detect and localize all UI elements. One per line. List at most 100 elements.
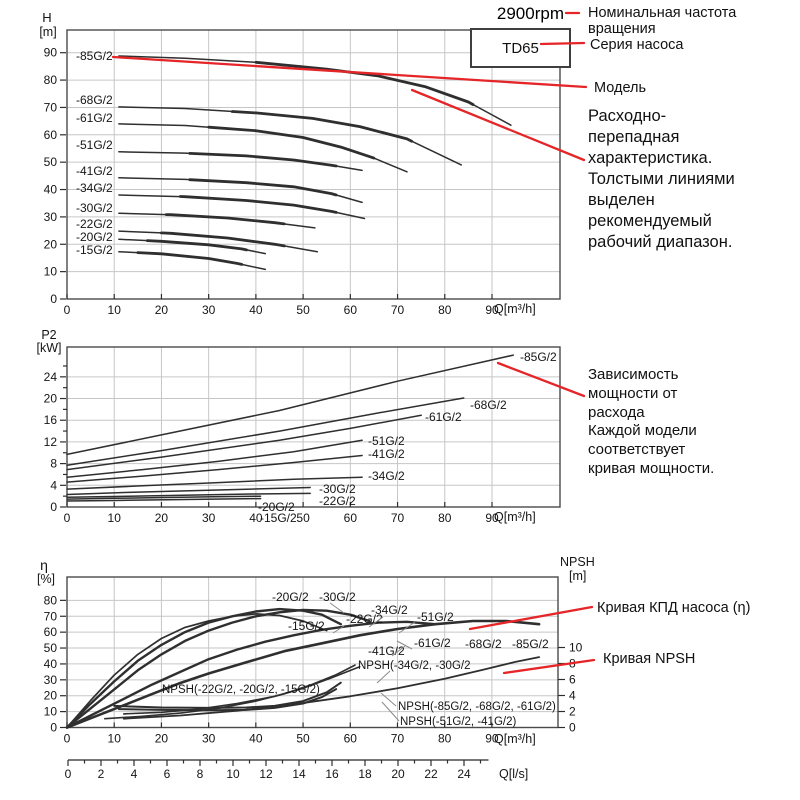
svg-text:16: 16 — [44, 413, 58, 427]
svg-text:40: 40 — [249, 303, 263, 317]
svg-text:80: 80 — [44, 73, 58, 87]
svg-text:60: 60 — [344, 732, 358, 746]
curve -85G/2 — [118, 55, 512, 126]
svg-text:18: 18 — [358, 767, 372, 781]
annotation-power: Зависимость мощности от расхода Каждой м… — [588, 366, 715, 477]
svg-text:90: 90 — [485, 303, 499, 317]
curve-label: -61G/2 — [414, 636, 451, 650]
svg-text:0: 0 — [64, 511, 71, 525]
svg-text:60: 60 — [344, 303, 358, 317]
svg-text:H: H — [42, 10, 51, 25]
curve-label: -15G/2 — [76, 243, 113, 257]
svg-text:10: 10 — [108, 511, 122, 525]
curve-label: -15G/2 — [288, 619, 325, 633]
curve -61G/2 — [66, 414, 422, 471]
curve-label: NPSH(-85G/2, -68G/2, -61G/2) — [398, 701, 556, 713]
curve -20G/2 — [66, 495, 262, 500]
svg-text:50: 50 — [296, 511, 310, 525]
curve-label: -51G/2 — [417, 610, 454, 624]
chart-power: 0 10 20 30 40 50 60 70 80 90 0 4 8 12 16 20 24 P2[kW] Q[m³… — [37, 328, 561, 525]
svg-text:2: 2 — [569, 705, 576, 719]
svg-text:40: 40 — [44, 183, 58, 197]
svg-text:P2: P2 — [41, 328, 56, 342]
svg-text:20: 20 — [44, 237, 58, 251]
curve-label: NPSH(-22G/2, -20G/2, -15G/2) — [162, 684, 320, 696]
svg-text:2: 2 — [98, 767, 105, 781]
svg-text:50: 50 — [296, 732, 310, 746]
curve-label: NPSH(-51G/2, -41G/2) — [400, 716, 516, 728]
curve-label: -85G/2 — [76, 49, 113, 63]
curve-label: -20G/2 — [258, 500, 295, 514]
svg-text:10: 10 — [108, 732, 122, 746]
svg-text:90: 90 — [44, 46, 58, 60]
curve η -61G/2 -68G/2 -85G/2 — [65, 619, 541, 729]
curve-label: -51G/2 — [368, 434, 405, 448]
curve-label: -20G/2 — [76, 230, 113, 244]
chart-eta-npsh: 0 10 20 30 40 50 60 70 80 90010203040506070800246… — [37, 555, 595, 781]
annotation-model: Модель — [594, 80, 647, 96]
curve-label: -34G/2 — [368, 469, 405, 483]
svg-text:16: 16 — [325, 767, 339, 781]
svg-text:8: 8 — [50, 457, 57, 471]
svg-text:Q[l/s]: Q[l/s] — [499, 767, 528, 781]
svg-text:40: 40 — [249, 511, 263, 525]
svg-text:30: 30 — [202, 732, 216, 746]
curve -34G/2 — [66, 476, 363, 490]
svg-text:80: 80 — [438, 303, 452, 317]
svg-text:90: 90 — [485, 511, 499, 525]
svg-text:[%]: [%] — [37, 572, 55, 586]
svg-text:20: 20 — [44, 392, 58, 406]
curve-label: NPSH(-34G/2, -30G/2 — [358, 660, 470, 672]
curve η -30G/2 -34G/2 — [65, 608, 371, 729]
svg-text:50: 50 — [44, 155, 58, 169]
curve-label: -22G/2 — [319, 494, 356, 508]
curve -41G/2 — [66, 454, 363, 483]
svg-text:4: 4 — [131, 767, 138, 781]
svg-text:[m]: [m] — [569, 569, 586, 583]
curve η -15G/2 — [66, 613, 328, 729]
curve-label: -68G/2 — [76, 93, 113, 107]
svg-text:30: 30 — [202, 303, 216, 317]
svg-text:80: 80 — [44, 593, 58, 607]
svg-text:40: 40 — [249, 732, 263, 746]
curve -22G/2 — [66, 492, 311, 498]
svg-text:0: 0 — [65, 767, 72, 781]
svg-text:10: 10 — [226, 767, 240, 781]
curve-label: -30G/2 — [319, 590, 356, 604]
svg-text:0: 0 — [50, 500, 57, 514]
svg-text:14: 14 — [292, 767, 306, 781]
svg-text:20: 20 — [155, 303, 169, 317]
curve-label: -41G/2 — [368, 447, 405, 461]
svg-text:0: 0 — [569, 721, 576, 735]
svg-text:40: 40 — [44, 657, 58, 671]
svg-text:12: 12 — [44, 435, 58, 449]
svg-text:20: 20 — [155, 511, 169, 525]
svg-text:Q[m³/h]: Q[m³/h] — [494, 302, 536, 316]
curve -30G/2 — [118, 212, 316, 229]
svg-text:70: 70 — [391, 303, 405, 317]
svg-text:Q[m³/h]: Q[m³/h] — [494, 732, 536, 746]
curve-label: -68G/2 — [470, 398, 507, 412]
curve NPSH -22G/2 -20G/2 -15G/2 (a) — [113, 681, 342, 709]
svg-text:70: 70 — [391, 732, 405, 746]
svg-text:8: 8 — [197, 767, 204, 781]
curve-label: -30G/2 — [319, 482, 356, 496]
rpm-value: 2900rpm — [496, 4, 564, 23]
curve-label: -61G/2 — [425, 410, 462, 424]
svg-text:20: 20 — [44, 689, 58, 703]
svg-text:20: 20 — [155, 732, 169, 746]
svg-text:[m]: [m] — [39, 25, 56, 39]
svg-text:0: 0 — [50, 721, 57, 735]
svg-text:80: 80 — [438, 511, 452, 525]
svg-text:0: 0 — [50, 292, 57, 306]
svg-text:22: 22 — [424, 767, 438, 781]
svg-text:60: 60 — [44, 625, 58, 639]
svg-text:70: 70 — [44, 609, 58, 623]
svg-text:30: 30 — [44, 210, 58, 224]
annotation-npsh: Кривая NPSH — [603, 651, 696, 667]
curve -15G/2 — [66, 497, 262, 502]
curve NPSH -34G/2 -30G/2 — [122, 665, 361, 715]
svg-text:20: 20 — [391, 767, 405, 781]
svg-text:Q[m³/h]: Q[m³/h] — [494, 510, 536, 524]
svg-text:80: 80 — [438, 732, 452, 746]
